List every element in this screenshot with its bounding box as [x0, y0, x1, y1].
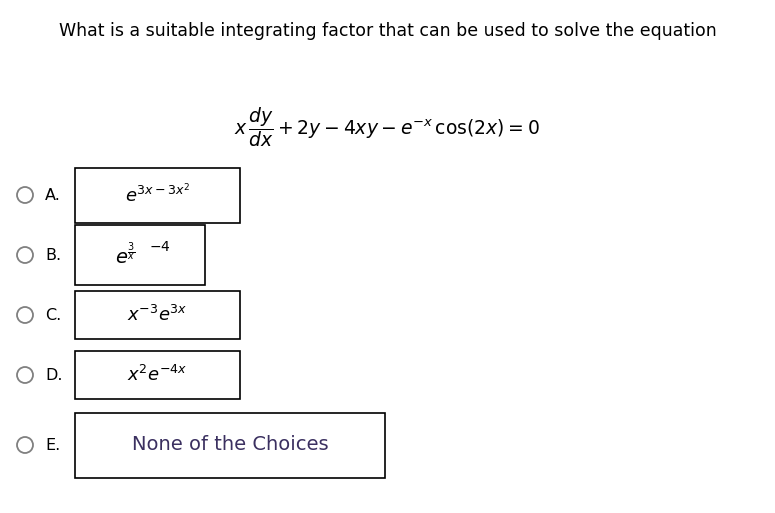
- Text: $e^{3x-3x^2}$: $e^{3x-3x^2}$: [125, 183, 191, 207]
- Bar: [75, 291, 240, 339]
- Text: What is a suitable integrating factor that can be used to solve the equation: What is a suitable integrating factor th…: [59, 22, 716, 40]
- Text: B.: B.: [45, 247, 61, 263]
- Bar: [75, 225, 205, 285]
- Bar: [75, 351, 240, 399]
- Text: None of the Choices: None of the Choices: [132, 436, 329, 455]
- Text: $-4$: $-4$: [149, 240, 170, 254]
- Text: $x^{-3}e^{3x}$: $x^{-3}e^{3x}$: [127, 305, 188, 325]
- Text: $x^2e^{-4x}$: $x^2e^{-4x}$: [127, 365, 188, 385]
- Bar: [75, 168, 240, 223]
- Text: D.: D.: [45, 367, 63, 383]
- Text: $x\,\dfrac{dy}{dx} + 2y - 4xy - e^{-x}\,\mathrm{cos}(2x) = 0$: $x\,\dfrac{dy}{dx} + 2y - 4xy - e^{-x}\,…: [234, 105, 540, 149]
- Bar: [75, 412, 385, 478]
- Text: A.: A.: [45, 187, 61, 203]
- Text: E.: E.: [45, 438, 60, 452]
- Text: $e^{\frac{3}{x}}$: $e^{\frac{3}{x}}$: [115, 242, 136, 268]
- Text: C.: C.: [45, 307, 61, 323]
